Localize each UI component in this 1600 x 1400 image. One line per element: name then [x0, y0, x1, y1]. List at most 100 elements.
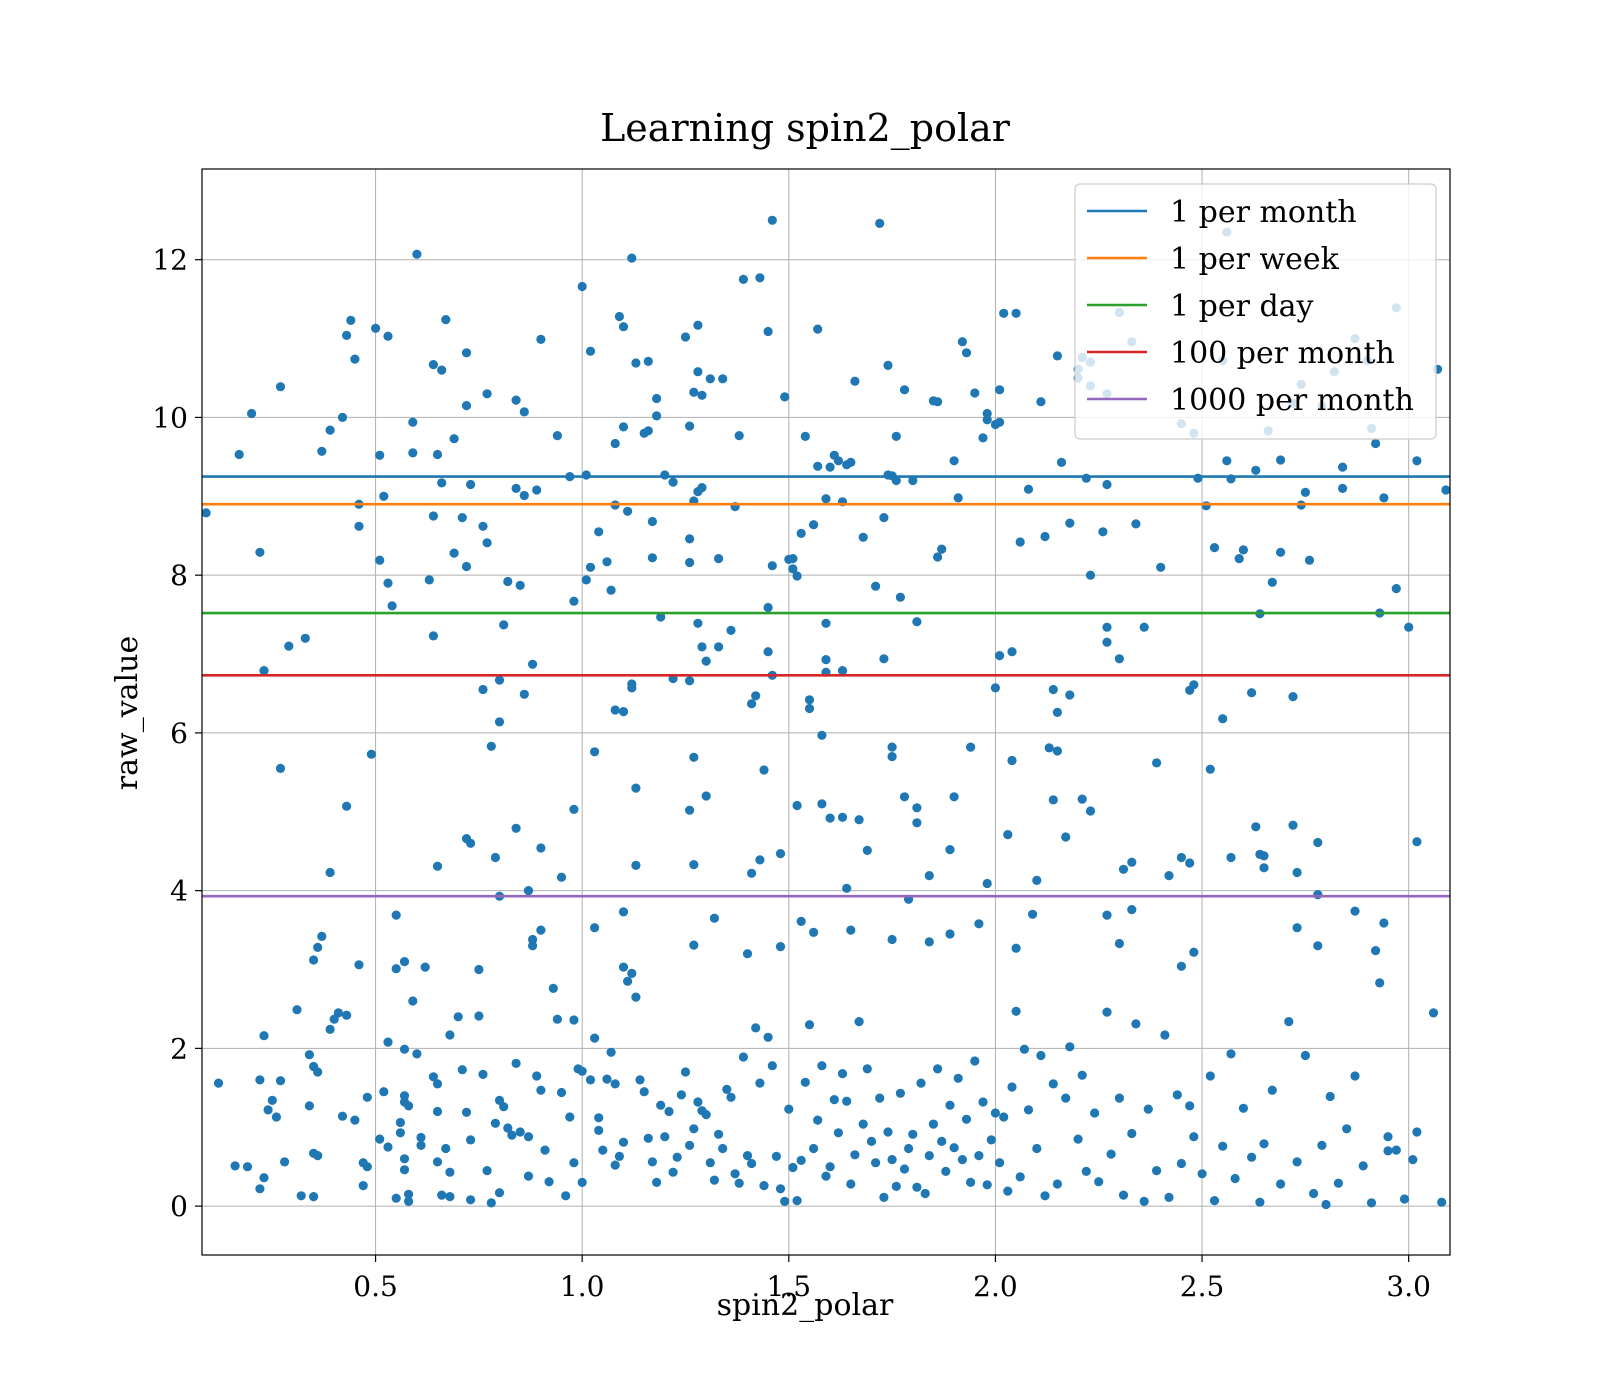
legend-label: 1000 per month [1170, 383, 1414, 418]
data-point [800, 1077, 810, 1087]
data-point [1313, 837, 1323, 848]
data-point [961, 1114, 972, 1124]
data-point [680, 332, 691, 342]
data-point [999, 308, 1009, 318]
data-point [309, 955, 319, 965]
data-point [1172, 1090, 1182, 1100]
data-point [1164, 871, 1174, 881]
data-point [1342, 1124, 1352, 1134]
data-point [701, 656, 711, 666]
data-point [445, 1167, 455, 1177]
data-point [1019, 1044, 1029, 1054]
data-point [751, 1023, 761, 1033]
data-point [346, 315, 356, 325]
data-point [441, 315, 451, 325]
data-point [1428, 1008, 1439, 1018]
data-point [391, 910, 401, 920]
x-tick-label: 1.5 [767, 1270, 812, 1303]
data-point [441, 1143, 451, 1154]
data-point [494, 675, 505, 685]
data-point [461, 561, 472, 572]
data-point [569, 1158, 579, 1168]
x-axis-ticks: 0.5 1.0 1.5 2.0 2.5 3.0 [353, 1255, 1431, 1303]
data-point [350, 354, 360, 364]
data-point [594, 1125, 604, 1135]
data-point [1238, 545, 1248, 555]
data-point [1032, 875, 1042, 886]
data-point [292, 1005, 302, 1015]
data-point [1371, 438, 1381, 449]
data-point [1209, 543, 1220, 553]
data-point [767, 1061, 777, 1071]
data-point [899, 385, 910, 395]
data-point [371, 323, 381, 333]
data-point [1015, 537, 1025, 547]
data-point [395, 1128, 405, 1138]
data-point [1309, 1188, 1319, 1199]
data-point [1065, 690, 1075, 700]
data-point [482, 1166, 492, 1176]
data-point [1292, 867, 1302, 878]
data-point [1247, 1152, 1257, 1162]
data-point [709, 1175, 720, 1185]
data-point [643, 1133, 653, 1143]
data-point [1081, 1166, 1091, 1176]
data-point [668, 1167, 678, 1177]
data-point [1205, 764, 1215, 774]
data-point [982, 1180, 992, 1190]
data-point [928, 1119, 939, 1129]
data-point [966, 1177, 976, 1187]
data-point [858, 532, 868, 542]
data-point [652, 411, 662, 421]
data-point [689, 860, 699, 870]
data-point [461, 834, 472, 844]
data-point [511, 1058, 521, 1068]
data-point [817, 1061, 827, 1071]
data-point [1036, 1050, 1046, 1061]
data-point [1197, 1169, 1207, 1179]
data-point [515, 1127, 525, 1137]
data-point [242, 1162, 253, 1172]
data-point [598, 1145, 608, 1155]
data-point [1081, 473, 1091, 483]
legend-box [1074, 183, 1437, 440]
data-point [532, 485, 542, 495]
data-point [275, 763, 286, 774]
data-point [945, 929, 955, 939]
data-point [482, 538, 492, 548]
data-point [523, 886, 534, 896]
data-point [581, 575, 591, 585]
data-point [970, 388, 980, 398]
data-point [1412, 456, 1422, 466]
data-point [354, 960, 364, 970]
data-point [585, 562, 596, 572]
data-point [313, 1067, 323, 1077]
data-point [771, 1151, 782, 1161]
data-point [1102, 622, 1112, 632]
data-point [590, 747, 600, 757]
data-point [672, 1152, 682, 1162]
data-point [866, 1136, 877, 1146]
data-point [478, 521, 488, 531]
data-point [1304, 555, 1315, 565]
data-point [945, 1100, 955, 1110]
data-point [490, 852, 500, 863]
data-point [862, 845, 872, 856]
data-point [1201, 501, 1211, 511]
data-point [1048, 684, 1058, 695]
data-point [709, 913, 720, 923]
data-point [718, 1143, 728, 1154]
data-point [1077, 1070, 1087, 1080]
data-point [1412, 1127, 1422, 1137]
x-tick-label: 0.5 [353, 1270, 398, 1303]
data-point [1106, 1149, 1116, 1159]
data-point [618, 907, 629, 917]
data-point [399, 1154, 410, 1164]
data-point [763, 647, 773, 657]
data-point [1003, 1186, 1013, 1196]
data-point [1056, 457, 1067, 467]
data-point [494, 1188, 505, 1198]
data-point [234, 449, 244, 460]
data-point [742, 1151, 753, 1161]
data-point [1333, 1178, 1343, 1188]
